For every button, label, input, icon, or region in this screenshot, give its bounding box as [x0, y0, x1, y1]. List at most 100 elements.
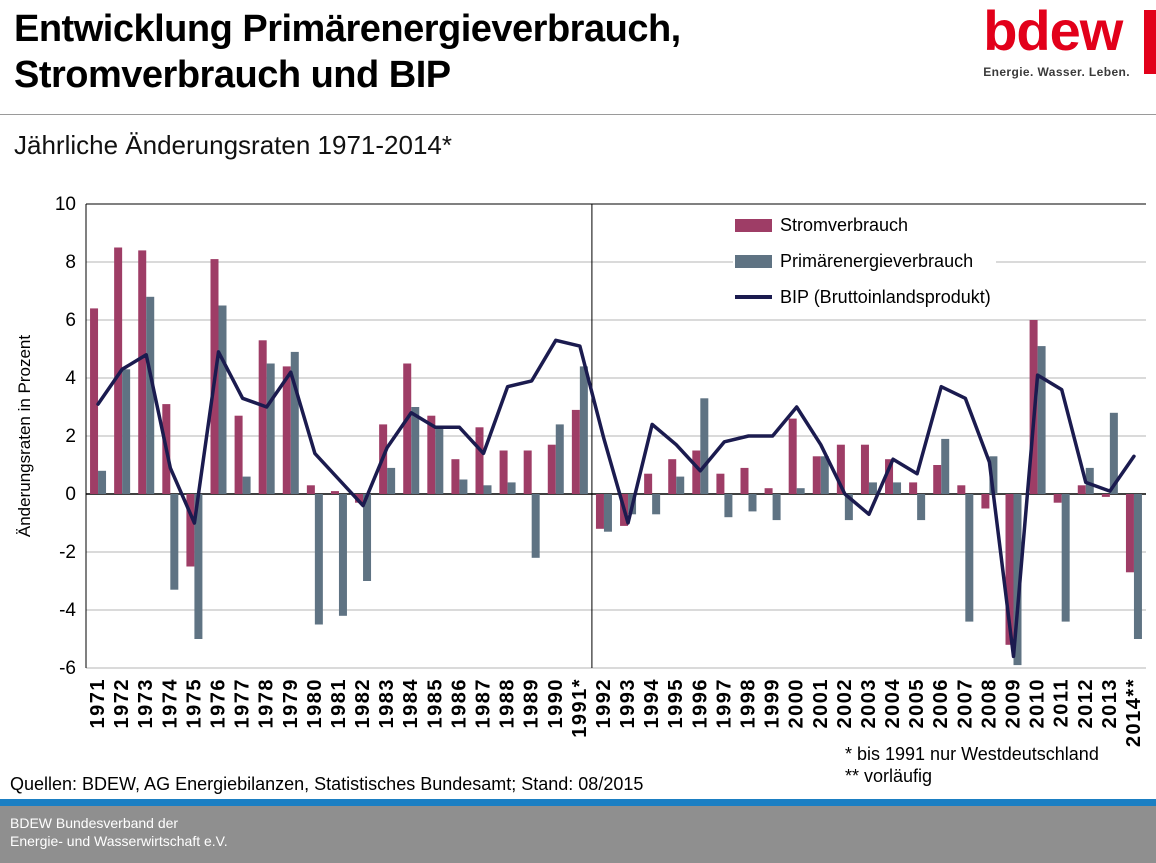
x-tick-label-1999: 1999 — [762, 678, 784, 729]
x-tick-label-1992: 1992 — [593, 678, 615, 729]
x-tick-label-1996: 1996 — [689, 678, 711, 729]
x-tick-label-1983: 1983 — [376, 678, 398, 729]
x-tick-label-1972: 1972 — [111, 678, 133, 729]
header-divider — [0, 114, 1156, 115]
bar-stromverbrauch-1988 — [499, 450, 508, 494]
y-axis-title: Änderungsraten in Prozent — [15, 335, 34, 538]
x-tick-label-2003: 2003 — [858, 678, 880, 729]
bar-stromverbrauch-1971 — [90, 308, 99, 494]
bar-primaerenergieverbrauch-1977 — [242, 476, 251, 494]
bar-primaerenergieverbrauch-2010 — [1037, 346, 1046, 494]
legend-label-bip: BIP (Bruttoinlandsprodukt) — [780, 286, 991, 307]
bdew-logo: bdew Energie. Wasser. Leben. — [983, 0, 1130, 79]
bar-primaerenergieverbrauch-1994 — [652, 494, 661, 515]
page-title: Entwicklung Primärenergieverbrauch, Stro… — [14, 8, 681, 97]
footnotes: * bis 1991 nur Westdeutschland ** vorläu… — [845, 744, 1099, 786]
x-tick-label-1991*: 1991* — [569, 678, 591, 738]
bar-primaerenergieverbrauch-2003 — [868, 482, 877, 494]
x-tick-label-2011: 2011 — [1051, 678, 1073, 727]
bar-primaerenergieverbrauch-1990 — [555, 424, 564, 494]
footer-organization-name: BDEW Bundesverband der Energie- und Wass… — [10, 815, 228, 850]
bar-primaerenergieverbrauch-1985 — [435, 427, 444, 494]
bar-stromverbrauch-2014** — [1125, 494, 1134, 573]
bar-primaerenergieverbrauch-2013 — [1109, 412, 1118, 494]
bar-primaerenergieverbrauch-1984 — [411, 407, 420, 494]
bar-stromverbrauch-1985 — [427, 415, 436, 494]
bar-stromverbrauch-1977 — [234, 415, 243, 494]
x-tick-label-2009: 2009 — [1003, 678, 1025, 729]
bar-primaerenergieverbrauch-1989 — [531, 494, 540, 558]
bar-primaerenergieverbrauch-1996 — [700, 398, 709, 494]
bar-primaerenergieverbrauch-1973 — [146, 296, 155, 494]
bar-stromverbrauch-2000 — [788, 418, 797, 494]
x-tick-label-1986: 1986 — [448, 678, 470, 729]
footer-accent-bar — [0, 799, 1156, 806]
x-tick-label-1982: 1982 — [352, 678, 374, 729]
bar-primaerenergieverbrauch-1971 — [98, 470, 107, 494]
bar-primaerenergieverbrauch-1982 — [363, 494, 372, 581]
legend-item-stromverbrauch: Stromverbrauch — [733, 213, 996, 237]
annual-change-rates-chart: -6 -4 -2 0 2 4 6 8 10 Änderungsraten in Prozent 19… — [15, 194, 1146, 747]
x-tick-label-1985: 1985 — [424, 678, 446, 729]
x-tick-label-2008: 2008 — [978, 678, 1000, 729]
bar-primaerenergieverbrauch-1992 — [603, 494, 612, 532]
bar-stromverbrauch-1998 — [740, 467, 749, 494]
bar-primaerenergieverbrauch-1986 — [459, 479, 468, 494]
bar-stromverbrauch-2013 — [1101, 494, 1110, 497]
legend-label-primaerenergieverbrauch: Primärenergieverbrauch — [780, 250, 974, 271]
bar-stromverbrauch-1979 — [282, 366, 291, 494]
bar-stromverbrauch-1997 — [716, 473, 725, 494]
bar-primaerenergieverbrauch-1980 — [314, 494, 323, 625]
bar-primaerenergieverbrauch-1981 — [338, 494, 347, 616]
primaerenergieverbrauch-color-swatch — [735, 254, 772, 268]
bar-stromverbrauch-1981 — [330, 491, 339, 494]
bdew-logo-wordmark: bdew — [983, 0, 1123, 62]
bar-primaerenergieverbrauch-2011 — [1061, 494, 1070, 622]
x-tick-label-1997: 1997 — [713, 678, 735, 729]
x-tick-label-1971: 1971 — [87, 678, 109, 729]
x-tick-label-1975: 1975 — [183, 678, 205, 729]
bar-stromverbrauch-1980 — [306, 485, 315, 494]
bar-primaerenergieverbrauch-1975 — [194, 494, 203, 639]
bar-stromverbrauch-2004 — [885, 459, 894, 494]
bar-primaerenergieverbrauch-1972 — [122, 369, 131, 494]
x-tick-label-2001: 2001 — [810, 678, 832, 729]
bar-primaerenergieverbrauch-1995 — [676, 476, 685, 494]
bar-stromverbrauch-2006 — [933, 465, 942, 494]
y-tick-label: 4 — [65, 368, 76, 389]
x-tick-label-1973: 1973 — [135, 678, 157, 729]
y-tick-label: -6 — [59, 658, 76, 679]
bar-primaerenergieverbrauch-2004 — [893, 482, 902, 494]
x-tick-label-1980: 1980 — [304, 678, 326, 729]
x-tick-label-1988: 1988 — [497, 678, 519, 729]
y-tick-label: 2 — [65, 426, 76, 447]
bdew-logo-red-bar — [1144, 10, 1156, 74]
bar-primaerenergieverbrauch-1991* — [579, 366, 588, 494]
source-note: Quellen: BDEW, AG Energiebilanzen, Stati… — [10, 774, 644, 794]
bar-primaerenergieverbrauch-1988 — [507, 482, 516, 494]
bdew-logo-tagline: Energie. Wasser. Leben. — [983, 64, 1130, 79]
bar-primaerenergieverbrauch-2012 — [1085, 467, 1094, 494]
bar-primaerenergieverbrauch-2001 — [820, 456, 829, 494]
bar-stromverbrauch-1999 — [764, 488, 773, 494]
x-tick-label-1998: 1998 — [738, 678, 760, 729]
bar-primaerenergieverbrauch-2000 — [796, 488, 805, 494]
x-tick-label-1993: 1993 — [617, 678, 639, 729]
x-tick-label-1974: 1974 — [159, 678, 181, 729]
bar-stromverbrauch-1989 — [523, 450, 532, 494]
x-tick-label-2007: 2007 — [954, 678, 976, 729]
x-tick-label-2014**: 2014** — [1123, 678, 1145, 747]
x-tick-label-2013: 2013 — [1099, 678, 1121, 729]
bar-stromverbrauch-2007 — [957, 485, 966, 494]
bar-stromverbrauch-1995 — [668, 459, 677, 494]
footer-bar: BDEW Bundesverband der Energie- und Wass… — [0, 806, 1156, 863]
bar-stromverbrauch-2001 — [812, 456, 821, 494]
bar-primaerenergieverbrauch-1976 — [218, 305, 227, 494]
bar-primaerenergieverbrauch-2005 — [917, 494, 926, 521]
x-tick-label-1987: 1987 — [473, 678, 495, 729]
chart-legend: Stromverbrauch Primärenergieverbrauch BI… — [733, 213, 996, 309]
bar-stromverbrauch-1984 — [403, 363, 412, 494]
x-tick-label-1994: 1994 — [641, 678, 663, 729]
x-tick-label-2000: 2000 — [786, 678, 808, 729]
